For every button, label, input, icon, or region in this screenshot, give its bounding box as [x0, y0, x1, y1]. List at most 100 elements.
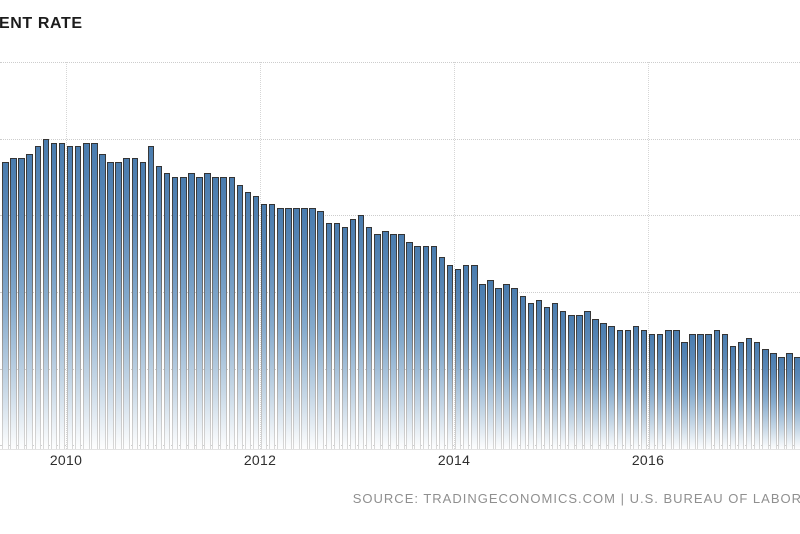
bar-2011-07[interactable] [212, 177, 219, 449]
bar-2009-05[interactable] [2, 161, 9, 449]
bar-2012-09[interactable] [325, 222, 332, 449]
bar-2011-04[interactable] [188, 173, 195, 449]
bar-2016-06[interactable] [689, 334, 696, 449]
bar-2010-12[interactable] [155, 165, 163, 449]
bar-2016-01[interactable] [648, 334, 656, 449]
bar-2013-06[interactable] [398, 234, 405, 449]
bar-2016-09[interactable] [713, 330, 720, 449]
bar-2014-09[interactable] [519, 295, 526, 449]
bar-2010-09[interactable] [131, 157, 138, 449]
bar-2012-06[interactable] [301, 207, 308, 449]
bar-2009-12[interactable] [58, 142, 66, 449]
bar-2012-02[interactable] [268, 203, 276, 449]
bar-2009-07[interactable] [18, 157, 25, 449]
bar-2013-02[interactable] [365, 226, 373, 449]
bar-2014-03[interactable] [471, 265, 478, 449]
bar-2014-01[interactable] [454, 268, 462, 449]
bar-2012-07[interactable] [309, 207, 316, 449]
bar-2013-01[interactable] [357, 215, 365, 449]
bar-2009-09[interactable] [34, 146, 41, 449]
bar-2014-12[interactable] [543, 307, 551, 449]
bar-2010-11[interactable] [147, 146, 155, 449]
bar-2012-08[interactable] [317, 211, 324, 449]
bar-2010-06[interactable] [107, 161, 114, 449]
bar-2015-06[interactable] [592, 318, 599, 449]
bar-2011-02[interactable] [171, 177, 179, 449]
bar-2014-06[interactable] [495, 288, 502, 449]
bar-2012-04[interactable] [285, 207, 292, 449]
bar-2011-09[interactable] [228, 177, 235, 449]
bar-2010-08[interactable] [123, 157, 130, 449]
bar-2011-03[interactable] [180, 177, 187, 449]
bar-2014-04[interactable] [479, 284, 486, 449]
bar-2016-11[interactable] [729, 345, 737, 449]
bar-2012-01[interactable] [260, 203, 268, 449]
bar-2012-03[interactable] [277, 207, 284, 449]
bar-2011-11[interactable] [244, 192, 252, 449]
bar-2016-04[interactable] [673, 330, 680, 449]
bar-2014-02[interactable] [462, 265, 470, 449]
bar-2016-03[interactable] [665, 330, 672, 449]
bar-2015-07[interactable] [600, 322, 607, 449]
bar-2012-12[interactable] [349, 219, 357, 449]
bar-2011-12[interactable] [252, 196, 260, 449]
bar-2010-01[interactable] [66, 146, 74, 449]
bar-2017-05[interactable] [778, 357, 785, 449]
bar-2011-08[interactable] [220, 177, 227, 449]
bar-2014-05[interactable] [487, 280, 494, 449]
bar-2014-08[interactable] [511, 288, 518, 449]
bar-2010-10[interactable] [139, 161, 146, 449]
bar-2016-07[interactable] [697, 334, 704, 449]
bar-2010-07[interactable] [115, 161, 122, 449]
bar-2009-11[interactable] [50, 142, 58, 449]
bar-2011-06[interactable] [204, 173, 211, 449]
bar-2012-05[interactable] [293, 207, 300, 449]
bar-2016-05[interactable] [681, 341, 688, 449]
bar-2016-02[interactable] [656, 334, 664, 449]
bar-2014-10[interactable] [527, 303, 534, 449]
bar-2010-05[interactable] [99, 154, 106, 449]
bar-2013-11[interactable] [438, 257, 446, 449]
bar-2009-08[interactable] [26, 154, 33, 449]
bar-2016-10[interactable] [721, 334, 728, 449]
bar-2017-06[interactable] [786, 353, 793, 449]
bar-2012-11[interactable] [341, 226, 349, 449]
bar-2016-12[interactable] [737, 341, 745, 449]
bar-2009-06[interactable] [10, 157, 17, 449]
bar-2010-04[interactable] [91, 142, 98, 449]
bar-2013-05[interactable] [390, 234, 397, 449]
bar-2015-11[interactable] [632, 326, 640, 449]
bar-2015-02[interactable] [559, 311, 567, 449]
bar-2013-10[interactable] [430, 245, 437, 449]
bar-2015-09[interactable] [616, 330, 623, 449]
bar-2009-10[interactable] [42, 138, 50, 449]
bar-2015-05[interactable] [584, 311, 591, 449]
bar-2017-04[interactable] [770, 353, 777, 449]
bar-fill [593, 319, 598, 449]
bar-2017-07[interactable] [794, 357, 800, 449]
bar-2011-05[interactable] [196, 177, 203, 449]
bar-2011-01[interactable] [163, 173, 171, 449]
bar-2013-12[interactable] [446, 265, 454, 449]
bar-2010-03[interactable] [83, 142, 90, 449]
bar-2015-01[interactable] [551, 303, 559, 449]
bar-2015-10[interactable] [624, 330, 631, 449]
bar-2012-10[interactable] [333, 222, 340, 449]
bar-2013-03[interactable] [374, 234, 381, 449]
bar-2013-04[interactable] [382, 230, 389, 449]
bar-2013-08[interactable] [414, 245, 421, 449]
bar-2017-01[interactable] [745, 337, 753, 449]
bar-2014-07[interactable] [503, 284, 510, 449]
bar-2013-07[interactable] [406, 242, 413, 449]
bar-2015-12[interactable] [640, 330, 648, 449]
bar-2017-02[interactable] [753, 341, 761, 449]
bar-2015-08[interactable] [608, 326, 615, 449]
bar-2011-10[interactable] [236, 184, 243, 449]
bar-2017-03[interactable] [762, 349, 769, 449]
bar-2015-03[interactable] [568, 314, 575, 449]
bar-2015-04[interactable] [576, 314, 583, 449]
bar-2013-09[interactable] [422, 245, 429, 449]
bar-2016-08[interactable] [705, 334, 712, 449]
bar-2010-02[interactable] [74, 146, 82, 449]
bar-2014-11[interactable] [535, 299, 543, 449]
